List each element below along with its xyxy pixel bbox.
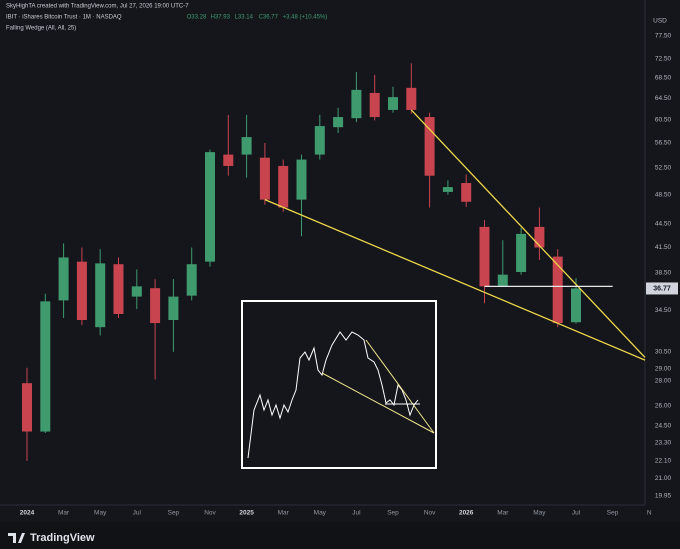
x-tick-label: May xyxy=(94,510,107,517)
y-tick-label: 19.95 xyxy=(655,492,672,499)
change-value: +3.48 (+10.45%) xyxy=(283,15,328,21)
candle-body xyxy=(534,226,545,248)
x-tick-label: 2026 xyxy=(459,510,474,517)
inset-wedge-line xyxy=(321,372,435,434)
trendline xyxy=(264,199,646,361)
candle-body xyxy=(241,137,252,155)
y-tick-label: 26.00 xyxy=(655,403,672,410)
y-tick-label: 64.50 xyxy=(655,95,672,102)
y-tick-label: 21.00 xyxy=(655,475,672,482)
indicator-label: Falling Wedge (All, All, 25) xyxy=(6,26,76,32)
candle-body xyxy=(186,264,197,296)
candle-body xyxy=(314,126,325,155)
candle-body xyxy=(369,92,380,118)
candle-body xyxy=(552,256,563,324)
candle-body xyxy=(461,183,472,202)
candle-body xyxy=(168,296,179,321)
x-tick-label: Jul xyxy=(133,510,142,517)
x-tick-label: Sep xyxy=(607,510,619,517)
y-tick-label: 34.50 xyxy=(655,307,672,314)
candle-body xyxy=(150,288,161,324)
candle-body xyxy=(131,286,142,297)
candle-body xyxy=(442,187,453,192)
candle-body xyxy=(40,301,51,432)
y-tick-label: 23.30 xyxy=(655,440,672,447)
candle-body xyxy=(497,274,508,287)
candle-body xyxy=(296,159,307,200)
ohlc-value: C36.77 xyxy=(259,15,279,21)
candle-body xyxy=(571,288,581,323)
last-price-label: 36.77 xyxy=(653,285,671,292)
x-tick-label: Nov xyxy=(424,510,436,517)
y-tick-label: 77.50 xyxy=(655,33,672,40)
x-tick-label: Nov xyxy=(204,510,216,517)
candle-body xyxy=(479,226,490,287)
y-tick-label: 38.50 xyxy=(655,270,672,277)
x-tick-label: Mar xyxy=(497,510,509,517)
x-tick-label: Jul xyxy=(352,510,361,517)
brand-name: TradingView xyxy=(30,532,95,544)
x-tick-label: Jul xyxy=(572,510,581,517)
y-tick-label: 60.50 xyxy=(655,117,672,124)
candle-body xyxy=(333,117,344,128)
candle-body xyxy=(113,264,124,315)
candle-body xyxy=(516,233,527,273)
x-tick-label: N xyxy=(647,510,652,517)
candle-body xyxy=(95,263,106,328)
currency: USD xyxy=(653,18,667,25)
x-tick-label: 2025 xyxy=(239,510,254,517)
symbol-title: IBIT · iShares Bitcoin Trust · 1M · NASD… xyxy=(6,15,122,21)
candle-body xyxy=(259,157,270,200)
candle-body xyxy=(58,257,69,301)
candle-body xyxy=(406,87,417,110)
last-price-box xyxy=(646,282,678,295)
inset-sketch xyxy=(241,300,437,469)
x-tick-label: Sep xyxy=(168,510,180,517)
x-tick-label: 2024 xyxy=(20,510,35,517)
candle-body xyxy=(424,117,435,176)
x-tick-label: Mar xyxy=(278,510,290,517)
y-tick-label: 72.50 xyxy=(655,55,672,62)
x-tick-label: May xyxy=(314,510,327,517)
x-tick-label: Sep xyxy=(387,510,399,517)
candle-body xyxy=(278,165,289,208)
y-tick-label: 28.00 xyxy=(655,377,672,384)
inset-wedge-line xyxy=(365,339,435,434)
candle-body xyxy=(205,152,215,262)
y-tick-label: 48.50 xyxy=(655,191,672,198)
candle-body xyxy=(76,261,87,321)
y-tick-label: 68.50 xyxy=(655,75,672,82)
x-tick-label: Mar xyxy=(58,510,70,517)
brand-logo xyxy=(8,533,25,543)
y-tick-label: 30.50 xyxy=(655,349,672,356)
candle-body xyxy=(351,89,362,119)
y-tick-label: 52.50 xyxy=(655,165,672,172)
ohlc-value: H37.93 xyxy=(211,15,231,21)
x-tick-label: May xyxy=(533,510,546,517)
ohlc-value: O33.28 xyxy=(187,15,207,21)
inset-frame xyxy=(241,300,437,469)
footer xyxy=(0,522,680,549)
y-tick-label: 44.50 xyxy=(655,221,672,228)
attribution: SkyHighTA created with TradingView.com, … xyxy=(6,4,189,10)
candle-body xyxy=(388,97,398,110)
trendline xyxy=(410,109,646,358)
ohlc-legend: O33.28 H37.93 L33.14 C36.77 +3.48 (+10.45%) xyxy=(187,15,328,21)
candle-body xyxy=(22,383,32,432)
y-tick-label: 56.50 xyxy=(655,140,672,147)
y-tick-label: 41.50 xyxy=(655,244,672,251)
y-tick-label: 29.00 xyxy=(655,366,672,373)
candle-body xyxy=(223,154,234,166)
y-tick-label: 22.10 xyxy=(655,458,672,465)
ohlc-value: L33.14 xyxy=(235,15,254,21)
y-tick-label: 24.50 xyxy=(655,423,672,430)
